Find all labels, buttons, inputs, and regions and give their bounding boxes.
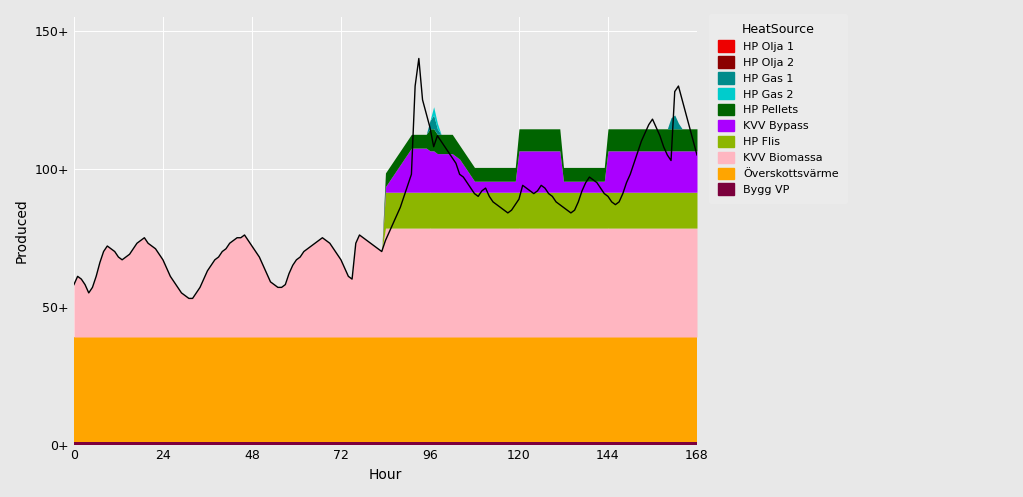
Y-axis label: Produced: Produced	[15, 198, 29, 263]
X-axis label: Hour: Hour	[368, 468, 402, 482]
Legend: HP Olja 1, HP Olja 2, HP Gas 1, HP Gas 2, HP Pellets, KVV Bypass, HP Flis, KVV B: HP Olja 1, HP Olja 2, HP Gas 1, HP Gas 2…	[709, 14, 848, 204]
